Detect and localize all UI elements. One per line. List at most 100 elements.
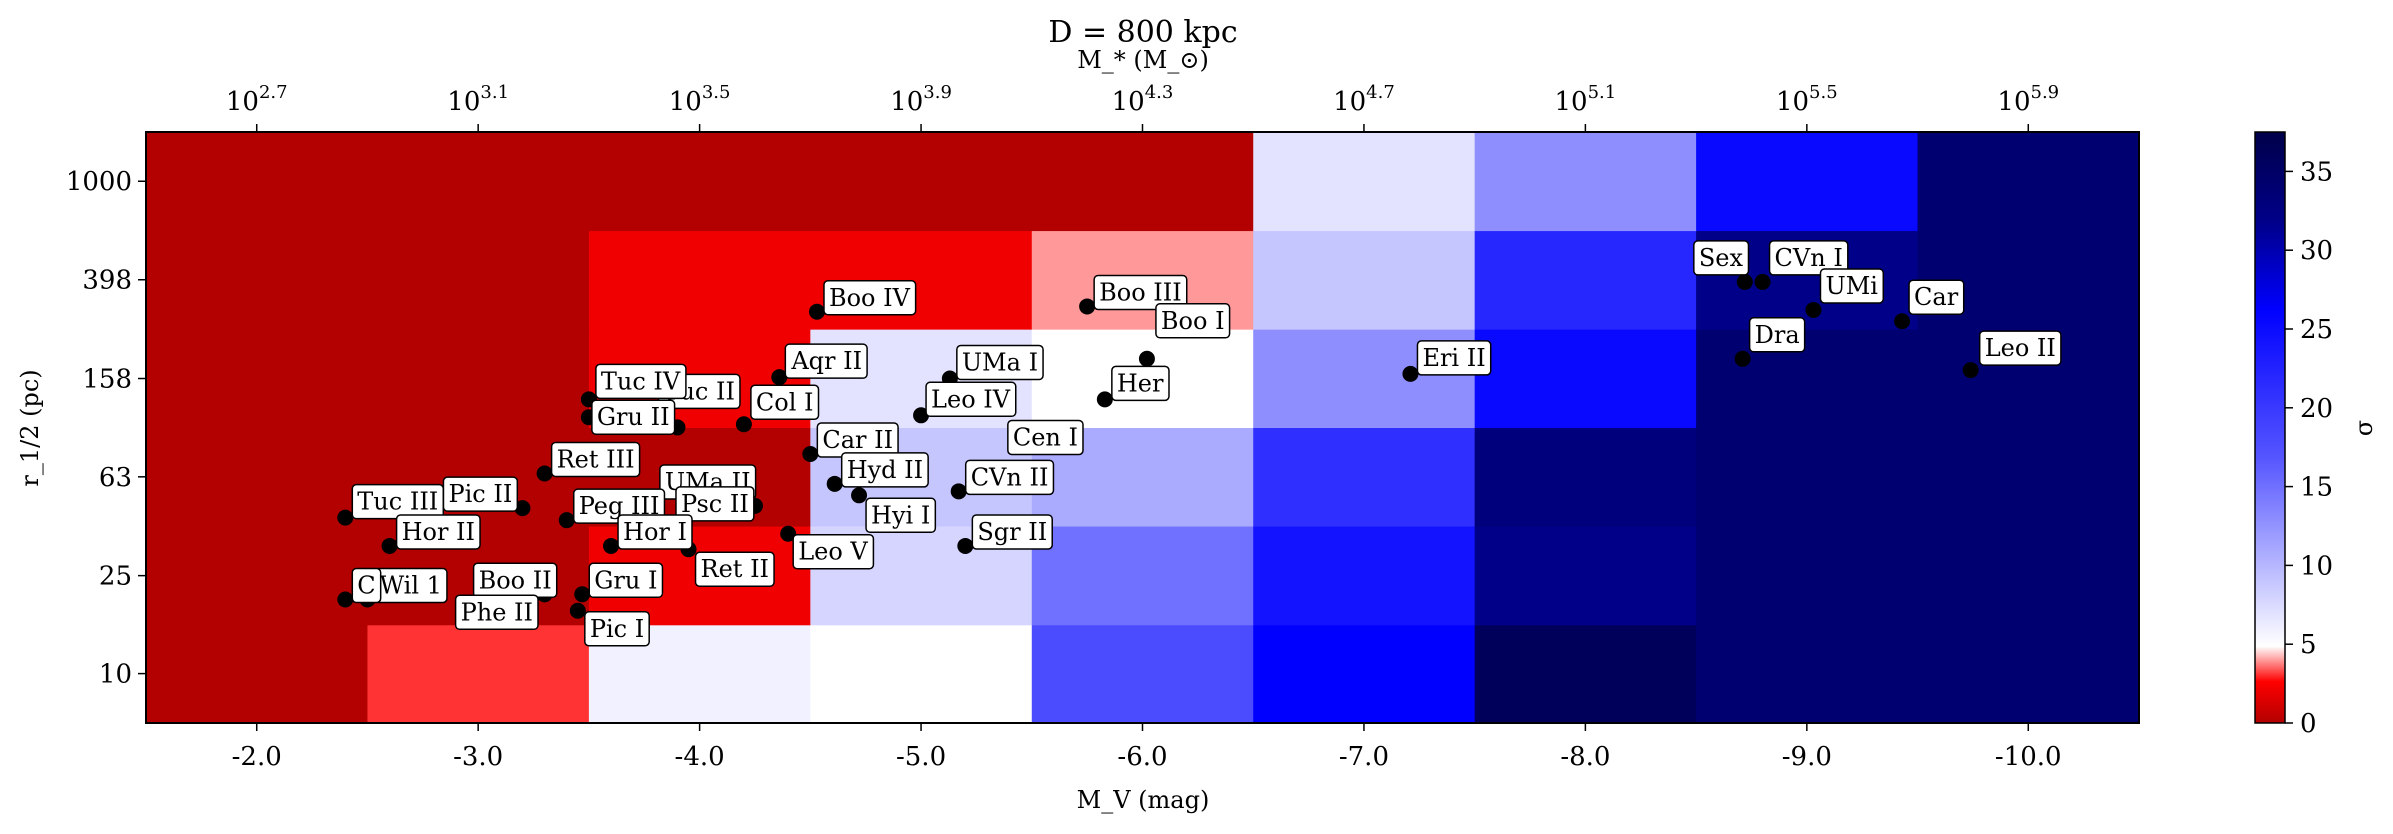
annotation-box [595,363,687,400]
annotation-box [591,399,676,435]
heatmap-cell [1696,525,1919,626]
x-tick-label: -9.0 [1782,742,1832,772]
annotation-box [454,594,539,631]
x-tick-label: -2.0 [232,742,282,772]
galaxy-point [514,500,531,517]
heatmap-cell [588,132,811,232]
heatmap-cell [1696,624,1919,724]
annotation-label: Gru II [597,403,670,431]
galaxy-annotation: Ret III [550,441,641,478]
heatmap-cell [146,230,369,330]
annotation-box [865,497,937,534]
annotation-label: Ret II [701,555,770,583]
annotation-box [1978,330,2062,366]
annotation-label: C [357,571,375,599]
annotation-label: Hor II [402,518,475,546]
annotation-label: UMa I [962,349,1038,377]
galaxy-point [802,445,819,462]
y-tick-label: 398 [82,266,132,296]
annotation-label: CVn II [971,463,1049,491]
heatmap-cell [1474,427,1697,527]
colorbar-tick-label: 5 [2300,630,2317,660]
galaxy-annotation: Dra [1748,317,1806,353]
galaxy-annotation: Her [1111,365,1170,402]
annotation-label: Sex [1699,244,1744,272]
galaxy-annotation: Boo III [1093,274,1188,311]
annotation-label: Wil 1 [379,571,442,599]
annotation-box [1908,279,1965,315]
galaxy-annotation: Cen I [1007,419,1084,456]
top-tick-label: 104.7 [1333,82,1395,117]
heatmap-cell [1253,624,1476,724]
galaxy-point [1096,391,1113,408]
heatmap-cell [1917,427,2140,527]
annotation-label: Ret III [557,445,635,473]
annotation-label: Pic I [590,615,644,643]
heatmap-cell [1474,132,1697,232]
colorbar-tick-label: 15 [2300,473,2333,503]
annotation-box [694,551,775,587]
annotation-label: UMi [1825,272,1878,300]
galaxy-point [1962,362,1979,379]
galaxy-point [558,512,575,529]
annotation-box [1007,419,1084,456]
galaxy-annotation: Sgr II [971,514,1053,550]
galaxy-point [337,591,354,608]
galaxy-annotation: Boo IV [823,280,917,316]
colorbar-label: σ [2350,420,2378,436]
annotation-box [1155,303,1231,339]
annotation-box [840,452,929,488]
colorbar-tick-label: 30 [2300,236,2333,266]
heatmap-cell [367,329,590,429]
annotation-box [588,562,664,599]
heatmap-cell [1474,230,1697,330]
annotation-label: Hyd II [847,456,923,484]
annotation-box [617,514,693,550]
annotation-label: Pic II [448,480,512,508]
heatmap-cell [1696,427,1919,527]
galaxy-point [569,602,586,619]
annotation-label: Car II [822,426,893,454]
galaxy-point [780,525,797,542]
x-tick-label: -3.0 [453,742,503,772]
y-tick-label: 10 [99,660,132,690]
annotation-label: CVn I [1775,244,1843,272]
colorbar-tick-label: 35 [2300,157,2333,187]
annotation-label: Tuc III [357,488,438,516]
heatmap-cell [1253,230,1476,330]
galaxy-point [1754,273,1771,290]
heatmap-cell [1253,427,1476,527]
heatmap-cell [1474,329,1697,429]
heatmap-cell [588,230,811,330]
y-tick-label: 158 [82,365,132,395]
heatmap-cell [146,624,369,724]
annotation-box [925,381,1017,418]
heatmap-cell [1917,525,2140,626]
annotation-label: Col I [756,388,814,416]
galaxy-annotation: Psc II [675,486,755,522]
galaxy-annotation: UMa I [956,344,1044,381]
top-tick-label: 102.7 [226,82,288,117]
top-tick-label: 105.9 [1997,82,2059,117]
annotation-box [784,343,868,379]
annotation-label: Boo III [1099,278,1182,306]
galaxy-point [603,537,620,554]
galaxy-point [1079,298,1096,315]
annotation-label: Boo I [1161,307,1225,335]
galaxy-annotation: Aqr II [784,343,868,379]
heatmap-cells [146,132,2140,724]
galaxy-point [1805,301,1822,318]
heatmap-cell [146,329,369,429]
annotation-box [956,344,1044,381]
galaxy-point [913,407,930,424]
heatmap-cell [1917,624,2140,724]
galaxy-point [536,465,553,482]
galaxy-annotation: CVn II [964,459,1055,496]
annotation-label: Her [1117,369,1164,397]
annotation-box [964,459,1055,496]
annotation-box [1111,365,1170,402]
annotation-label: Hyi I [871,501,930,529]
top-tick-label: 103.9 [890,82,952,117]
galaxy-annotation: Ret II [694,551,775,587]
annotation-label: Leo V [798,538,868,566]
